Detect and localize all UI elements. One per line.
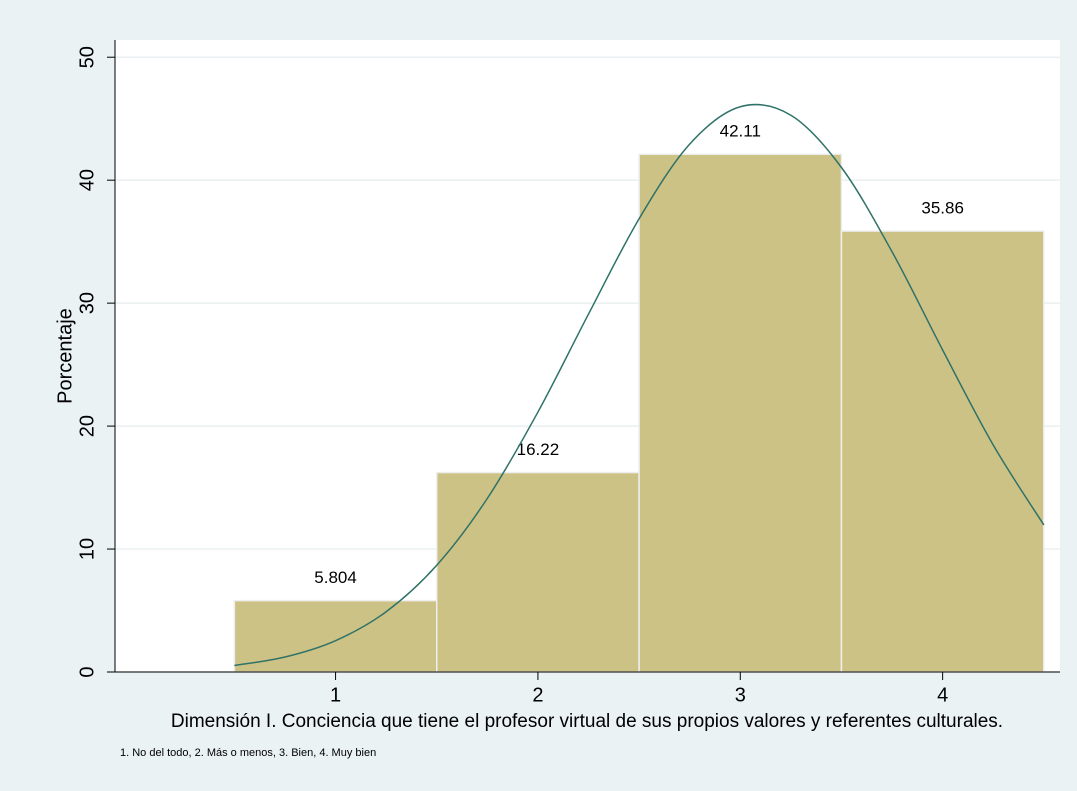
y-axis-label: Porcentaje xyxy=(54,308,76,404)
y-tick-label: 30 xyxy=(76,292,98,314)
y-tick-label: 50 xyxy=(76,46,98,68)
bar xyxy=(435,471,640,673)
value-label: 5.804 xyxy=(314,568,357,587)
x-tick-label: 1 xyxy=(330,684,341,706)
value-label: 16.22 xyxy=(517,440,560,459)
value-label: 35.86 xyxy=(921,199,964,218)
y-tick-label: 0 xyxy=(76,666,98,677)
density-curve xyxy=(234,103,1045,667)
x-tick-label: 3 xyxy=(735,684,746,706)
y-tick-label: 40 xyxy=(76,169,98,191)
value-label: 42.11 xyxy=(720,122,761,141)
y-tick-label: 10 xyxy=(76,538,98,560)
x-tick-label: 2 xyxy=(532,684,543,706)
y-tick-label: 20 xyxy=(76,415,98,437)
x-tick-label: 4 xyxy=(937,684,948,706)
bar xyxy=(638,153,843,673)
bar xyxy=(840,230,1045,673)
note: 1. No del todo, 2. Más o menos, 3. Bien,… xyxy=(120,747,376,759)
x-axis-label: Dimensión I. Conciencia que tiene el pro… xyxy=(171,711,1003,732)
